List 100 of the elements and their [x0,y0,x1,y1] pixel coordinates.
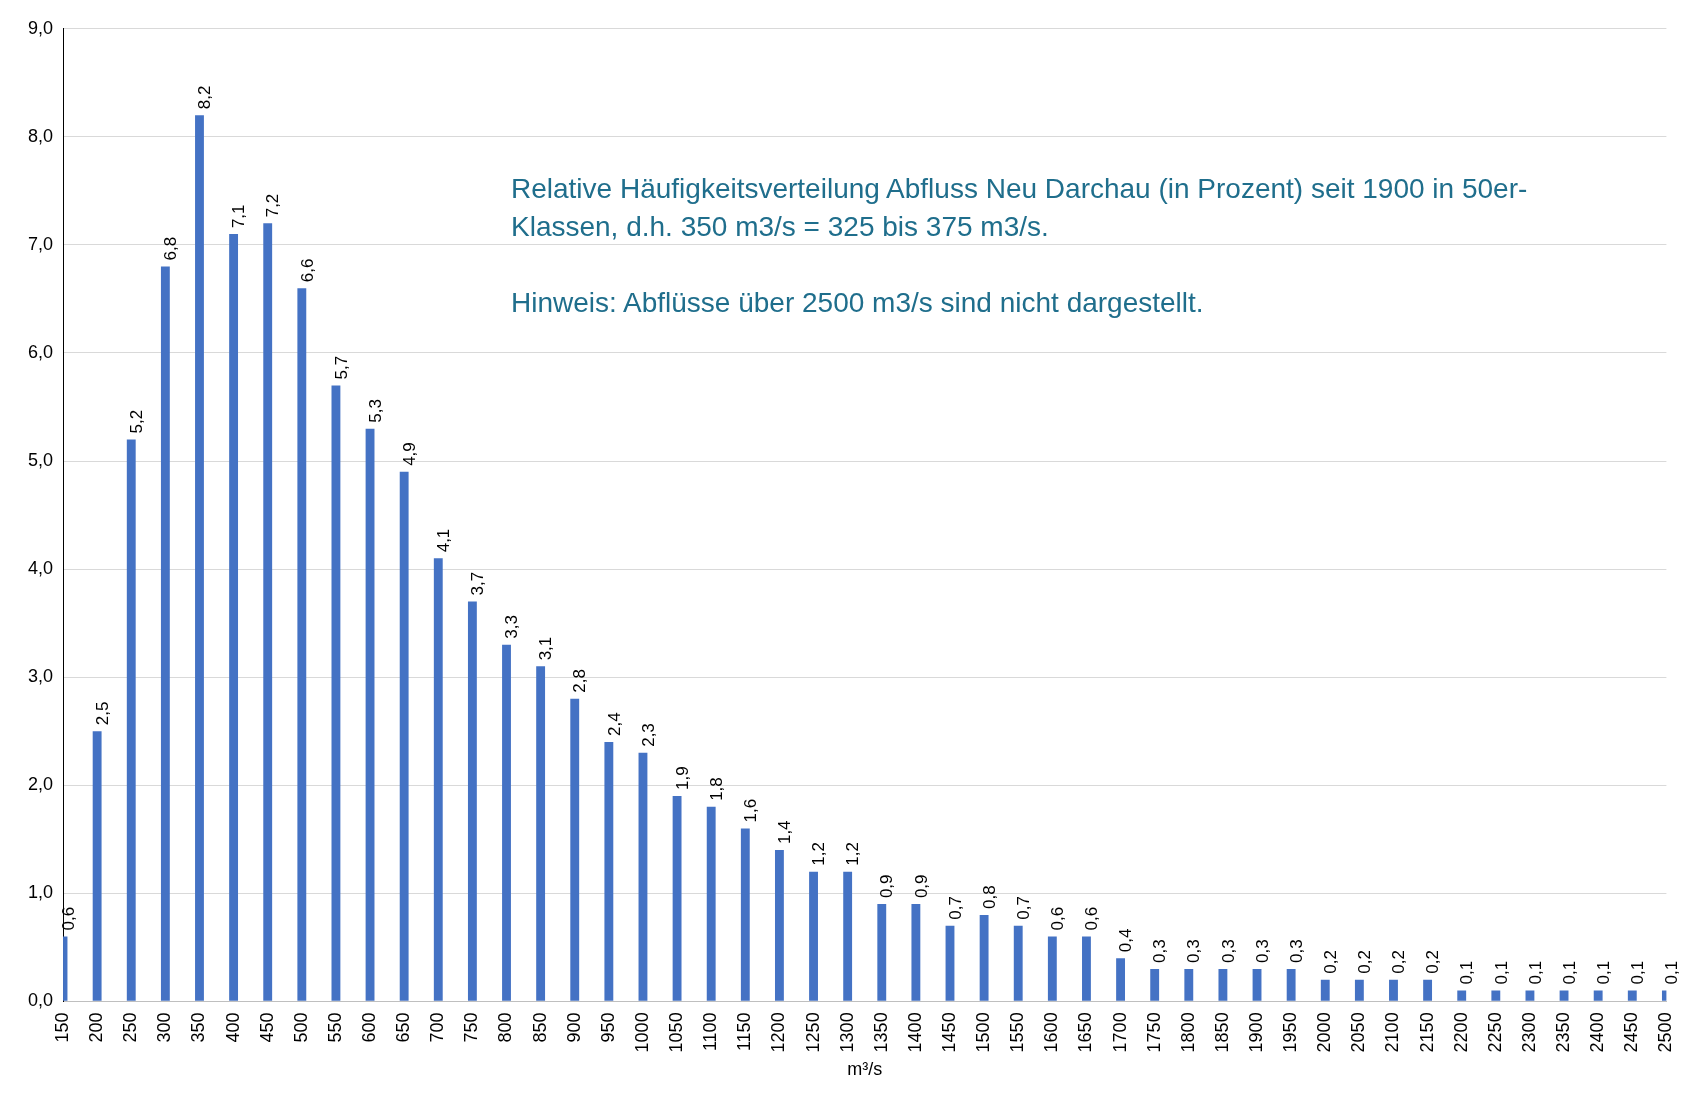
bar [1286,968,1296,1001]
data-label: 5,7 [331,355,351,380]
bar [843,871,853,1001]
bar [365,428,375,1001]
data-label: 0,1 [1593,960,1613,985]
data-label: 5,2 [126,409,146,434]
bar [1320,979,1330,1001]
data-label: 0,3 [1218,939,1238,963]
bar [945,925,955,1001]
x-tick-label: 900 [563,1012,584,1043]
bar [433,558,443,1001]
data-label: 3,7 [468,571,488,596]
x-tick-label: 1950 [1280,1012,1301,1053]
data-label: 0,2 [1423,950,1443,974]
x-tick-label: 750 [461,1012,482,1043]
x-tick-label: 2250 [1484,1012,1505,1053]
x-tick-label: 2350 [1553,1012,1574,1053]
bar [1627,990,1637,1001]
data-label: 1,8 [706,777,726,801]
bar [1013,925,1023,1001]
x-tick-label: 1400 [904,1012,925,1053]
x-tick-label: 600 [359,1012,380,1043]
data-label: 0,9 [911,874,931,899]
bar [1150,968,1160,1001]
data-label: 6,6 [297,258,317,283]
data-label: 0,1 [1662,960,1682,985]
data-label: 4,1 [433,528,453,553]
bar [263,223,273,1001]
bar [126,439,136,1001]
bar [672,796,682,1001]
y-tick-label: 4,0 [27,558,54,579]
bar [638,752,648,1001]
x-tick-label: 700 [427,1012,448,1043]
x-tick-label: 800 [495,1012,516,1043]
x-tick-label: 1600 [1041,1012,1062,1053]
data-label: 0,2 [1320,950,1340,974]
bar [536,666,546,1001]
data-label: 1,2 [809,842,829,866]
bar [1116,958,1125,1001]
bar [774,850,784,1001]
data-label: 0,1 [1457,960,1477,985]
x-tick-label: 1000 [631,1012,652,1053]
data-label: 8,2 [195,85,215,110]
data-label: 1,9 [672,766,692,791]
x-tick-label: 1500 [973,1012,994,1053]
data-label: 7,2 [263,193,283,218]
x-tick-label: 1050 [666,1012,687,1053]
data-label: 0,1 [1627,960,1647,985]
x-tick-label: 150 [51,1012,72,1043]
bar [1252,968,1262,1001]
x-tick-label: 1300 [836,1012,857,1053]
data-label: 0,8 [979,885,999,909]
data-label: 3,3 [502,615,522,639]
x-tick-label: 450 [256,1012,277,1043]
x-tick-label: 400 [222,1012,243,1043]
bar [195,115,204,1001]
data-label: 0,6 [1048,906,1068,931]
bar [92,731,102,1001]
y-tick-label: 1,0 [27,882,54,903]
bar [740,828,750,1001]
bar [297,288,307,1001]
data-label: 0,2 [1389,950,1409,974]
y-tick-label: 0,0 [27,990,54,1011]
annotation: Relative Häufigkeitsverteilung Abfluss Neu Darchau (in Prozent) seit 1900 in 50er-Klassen, d.h. 350 m3/s = 325 bis 375 m3/s. [511,172,1529,244]
annotation: Hinweis: Abflüsse über 2500 m3/s sind nicht dargestellt. [511,286,1205,320]
bar [1082,936,1091,1001]
data-label: 1,6 [741,798,760,823]
y-tick-label: 9,0 [27,17,54,38]
x-tick-label: 350 [188,1012,209,1043]
data-label: 2,4 [604,712,624,737]
bar [160,266,170,1001]
data-label: 0,6 [1082,906,1102,931]
x-tick-label: 1900 [1246,1012,1266,1053]
data-label: 0,3 [1150,939,1170,963]
bar [979,914,989,1001]
data-label: 0,1 [1525,960,1545,985]
y-tick-label: 7,0 [27,233,54,254]
data-label: 0,2 [1355,950,1375,974]
x-tick-label: 550 [324,1012,345,1043]
x-tick-label: 2100 [1382,1012,1403,1053]
x-tick-label: 1800 [1177,1012,1198,1053]
bar [1218,968,1228,1001]
x-tick-label: 950 [597,1012,618,1043]
data-label: 0,3 [1286,939,1306,963]
x-tick-label: 2050 [1348,1012,1369,1053]
bar [331,385,341,1001]
x-tick-label: 2500 [1655,1012,1676,1053]
bar [911,904,921,1001]
data-label: 3,1 [536,636,556,661]
y-tick-label: 6,0 [27,341,54,362]
x-tick-label: 1200 [768,1012,789,1053]
x-tick-label: 1350 [870,1012,891,1053]
y-tick-label: 5,0 [27,450,54,471]
x-tick-label: 250 [120,1012,141,1043]
x-tick-label: 850 [529,1012,550,1043]
x-tick-label: 1550 [1007,1012,1028,1053]
x-tick-label: 1250 [802,1012,823,1053]
data-label: 0,7 [1013,896,1033,920]
bar [1389,979,1398,1001]
data-label: 0,4 [1116,928,1136,953]
